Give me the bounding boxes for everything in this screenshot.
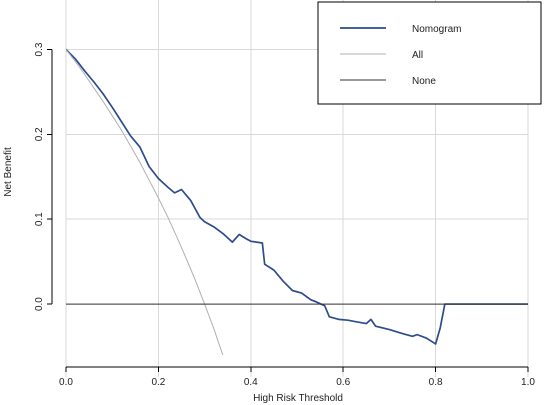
legend-label-none: None	[412, 76, 436, 87]
legend-label-all: All	[412, 50, 423, 61]
legend: Nomogram All None	[317, 1, 542, 105]
series-line-all	[66, 48, 224, 355]
x-tick-label-0: 0.0	[59, 377, 73, 388]
y-tick-label-2: 0.2	[34, 127, 45, 141]
series-layer	[66, 48, 528, 355]
series-line-nomogram	[66, 48, 528, 345]
y-tick-label-3: 0.3	[34, 42, 45, 56]
y-tick-label-1: 0.1	[34, 212, 45, 226]
y-axis-label: Net Benefit	[3, 147, 14, 197]
x-tick-label-2: 0.4	[244, 377, 258, 388]
x-tick-label-4: 0.8	[429, 377, 443, 388]
x-axis-label: High Risk Threshold	[253, 393, 343, 404]
x-tick-label-1: 0.2	[151, 377, 165, 388]
y-tick-label-0: 0.0	[34, 297, 45, 311]
legend-label-nomogram: Nomogram	[412, 24, 461, 35]
axes-layer: 0.0 0.2 0.4 0.6 0.8 1.0 0.0 0.1 0.2 0.3 High Risk …	[3, 42, 535, 404]
x-tick-label-5: 1.0	[521, 377, 535, 388]
legend-box	[317, 1, 542, 105]
x-tick-label-3: 0.6	[336, 377, 350, 388]
